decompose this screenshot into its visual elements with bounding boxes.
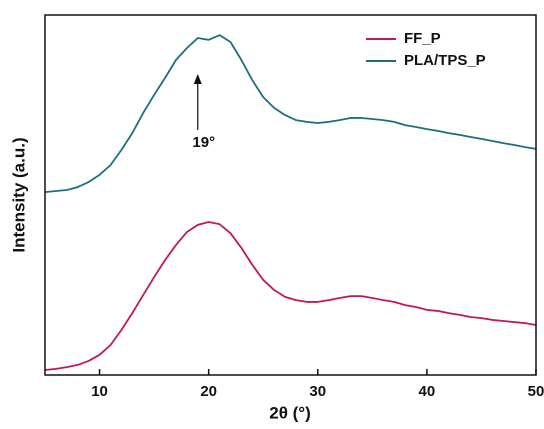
annotation-label: 19° [192, 134, 215, 151]
x-tick-label: 10 [91, 383, 108, 400]
x-axis-label: 2θ (°) [269, 403, 311, 422]
y-axis-label: Intensity (a.u.) [9, 137, 28, 252]
x-tick-label: 30 [309, 383, 326, 400]
legend-label: FF_P [404, 30, 441, 47]
x-tick-label: 20 [200, 383, 217, 400]
x-tick-label: 50 [528, 383, 544, 400]
annotation-arrowhead [193, 74, 202, 84]
legend-label: PLA/TPS_P [404, 52, 486, 69]
line-series [44, 221, 537, 371]
x-tick-label: 40 [419, 383, 436, 400]
plot-frame [44, 14, 537, 376]
line-series [44, 34, 537, 194]
